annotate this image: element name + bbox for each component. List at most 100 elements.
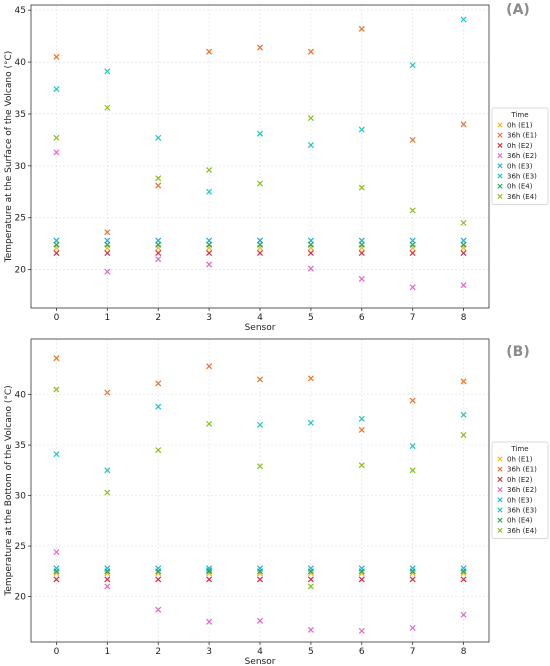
data-point <box>104 241 111 248</box>
legend-entry: 0h (E3) <box>507 496 533 504</box>
series-0h (E4) <box>53 568 467 575</box>
data-point <box>104 249 111 257</box>
data-point <box>104 389 111 396</box>
data-point <box>155 182 162 189</box>
data-point <box>104 268 111 275</box>
data-point <box>155 249 162 257</box>
data-point <box>53 549 60 556</box>
legend-marker <box>497 122 503 128</box>
legend-entry: 36h (E1) <box>507 132 537 140</box>
data-point <box>358 576 365 583</box>
x-tick-label: 6 <box>359 647 365 657</box>
data-point <box>409 467 416 474</box>
data-point <box>53 576 60 583</box>
data-point <box>358 415 365 422</box>
data-point <box>155 606 162 613</box>
data-point <box>409 249 416 257</box>
data-point <box>307 241 314 248</box>
data-point <box>256 130 264 137</box>
data-point <box>206 249 213 257</box>
legend: Time 0h (E1) 36h (E1) 0h (E2) 36h (E2) 0h (E3… <box>491 441 549 539</box>
data-point <box>256 568 264 575</box>
data-point <box>206 568 213 575</box>
data-point <box>307 570 314 577</box>
y-tick-label: 35 <box>15 441 26 451</box>
data-point <box>53 355 60 362</box>
data-point <box>155 447 162 454</box>
legend-entry: 36h (E3) <box>507 507 537 515</box>
legend-marker <box>497 173 503 179</box>
data-point <box>358 462 365 469</box>
panel-1: 0 1 2 3 4 5 6 7 8 20 25 30 35 40 Sensor Temperature at … <box>4 338 549 666</box>
data-point <box>358 627 365 634</box>
legend-marker <box>497 153 503 159</box>
data-point <box>358 184 365 191</box>
data-point <box>460 568 467 575</box>
data-point <box>460 411 467 418</box>
data-point <box>460 576 467 583</box>
series-36h (E2) <box>53 549 467 634</box>
x-tick-label: 3 <box>206 313 212 323</box>
legend-entry: 36h (E1) <box>507 466 537 474</box>
data-point <box>307 626 314 633</box>
data-point <box>460 431 467 438</box>
legend-marker <box>497 183 503 189</box>
series-0h (E1) <box>53 570 467 577</box>
legend-entry: 0h (E4) <box>507 517 533 525</box>
data-point <box>206 567 213 574</box>
data-point <box>256 249 264 257</box>
data-point <box>104 68 111 75</box>
data-point <box>256 421 264 428</box>
x-tick-label: 5 <box>308 313 314 323</box>
panel-label: (A) <box>506 2 530 18</box>
legend-marker <box>497 132 503 138</box>
y-tick-label: 20 <box>15 593 27 603</box>
data-point <box>155 175 162 182</box>
data-point <box>307 115 314 122</box>
y-axis-label: Temperature at the Bottom of the Volcano… <box>4 385 14 596</box>
data-point <box>307 375 314 382</box>
data-point <box>409 624 416 631</box>
x-tick-label: 2 <box>155 313 161 323</box>
data-point <box>155 570 162 577</box>
data-point <box>358 570 365 577</box>
legend-title: Time <box>510 111 528 119</box>
data-point <box>460 282 467 289</box>
legend-marker <box>497 193 503 199</box>
y-tick-label: 30 <box>15 492 27 502</box>
series-36h (E4) <box>53 386 467 590</box>
data-point <box>53 134 60 141</box>
data-point <box>206 166 213 174</box>
data-point <box>307 568 314 575</box>
x-axis-label: Sensor <box>245 657 276 666</box>
data-point <box>104 576 111 583</box>
data-point <box>155 256 162 263</box>
legend-box <box>491 107 549 205</box>
data-point <box>53 568 60 575</box>
data-point <box>53 53 60 60</box>
data-point <box>358 249 365 257</box>
series-36h (E3) <box>53 403 467 574</box>
legend-entry: 0h (E1) <box>507 122 533 130</box>
legend-entry: 36h (E4) <box>507 193 537 201</box>
y-tick-label: 25 <box>15 214 26 224</box>
data-point <box>256 241 264 248</box>
x-tick-label: 4 <box>257 313 263 323</box>
legend-marker <box>497 476 503 482</box>
legend-marker <box>497 517 503 523</box>
data-point <box>206 241 213 248</box>
data-point <box>206 420 213 427</box>
data-point <box>460 611 467 618</box>
legend-entry: 36h (E3) <box>507 173 537 181</box>
legend-marker <box>497 527 503 533</box>
x-tick-label: 8 <box>461 313 467 323</box>
x-tick-label: 2 <box>155 647 161 657</box>
legend-entry: 0h (E1) <box>507 456 533 464</box>
y-tick-label: 40 <box>15 58 27 68</box>
series-36h (E4) <box>53 104 467 226</box>
data-point <box>358 275 365 282</box>
data-point <box>155 568 162 575</box>
legend-marker <box>497 507 503 513</box>
data-point <box>358 241 365 248</box>
